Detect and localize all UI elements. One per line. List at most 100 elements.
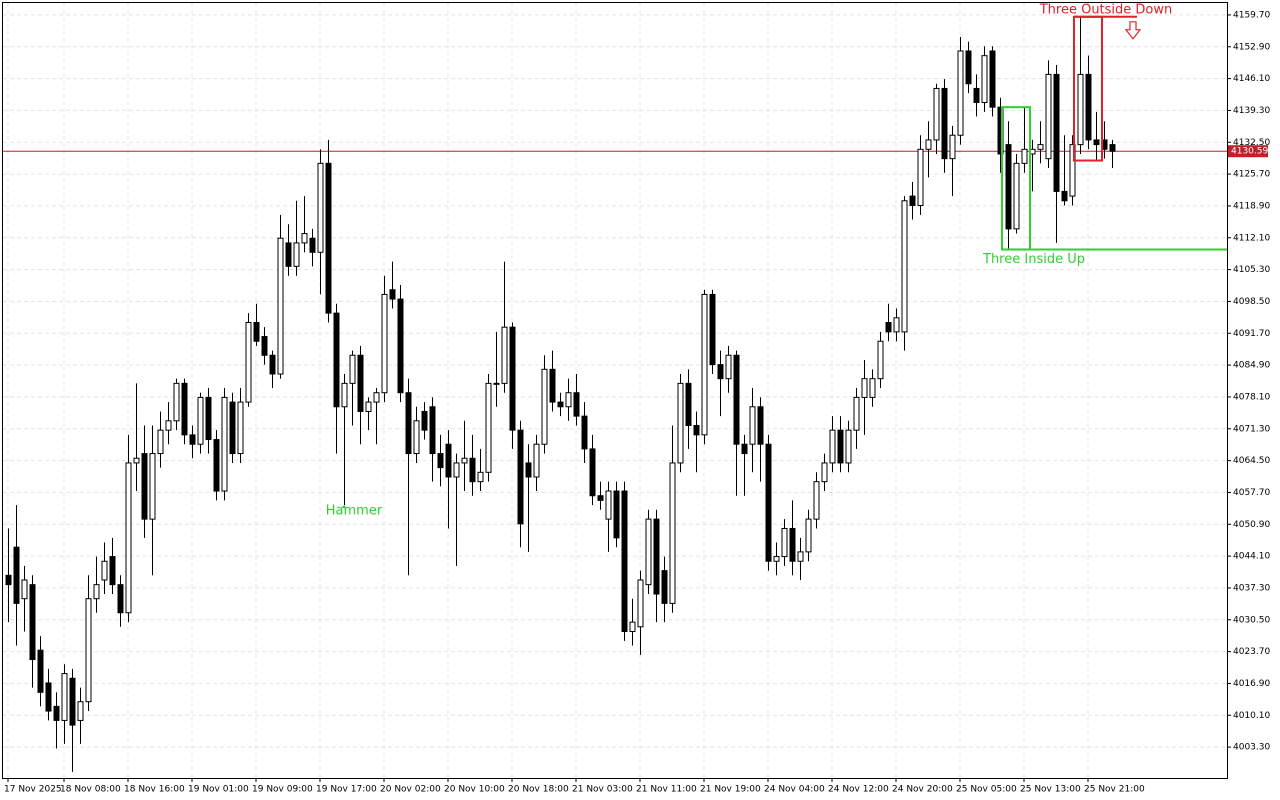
candle-body [1093,139,1100,146]
candle-body [445,443,452,478]
candle-body [605,490,612,520]
candle-body [325,162,332,314]
candle-body [573,392,580,417]
candle-body [957,50,964,136]
candle-body [101,560,108,581]
candle-body [1061,190,1068,202]
last-price-tag [1228,145,1268,158]
candle-body [845,429,852,464]
plot-frame [2,2,1228,779]
candle-body [197,396,204,445]
candle-body [381,293,388,394]
candle-body [885,322,892,333]
candle-body [149,453,156,520]
candle-body [965,50,972,85]
candle-body [469,457,476,483]
candle-body [813,481,820,520]
x-tick-label: 24 Nov 12:00 [828,785,889,795]
candle-body [1109,144,1116,152]
x-tick-label: 20 Nov 10:00 [444,785,505,795]
y-tick-label: 4030.50 [1233,615,1270,625]
candle-body [29,584,36,661]
candle-body [461,457,468,464]
candle-body [653,518,660,595]
candle-body [933,87,940,141]
y-tick-label: 4084.90 [1233,361,1270,371]
candle-body [53,705,60,721]
candle-body [165,420,172,431]
candle-body [429,406,436,455]
candle-body [621,490,628,632]
candle-body [477,471,484,483]
candle-body [1045,73,1052,160]
pattern-arrow [1124,21,1142,40]
candle-body [661,570,668,604]
candle-body [613,490,620,539]
y-tick-label: 4105.30 [1233,265,1270,275]
candle-body [317,162,324,253]
y-tick-label: 4023.70 [1233,647,1270,657]
candle-body [709,293,716,366]
x-tick-label: 25 Nov 21:00 [1084,785,1145,795]
x-tick-label: 18 Nov 08:00 [60,785,121,795]
candle-body [509,326,516,431]
candle-body [645,518,652,586]
pattern-label: Three Inside Up [982,252,1085,267]
candle-body [189,434,196,445]
candle-body [85,598,92,703]
candle-body [517,429,524,525]
pattern-label: Hammer [326,504,383,519]
x-tick-label: 21 Nov 03:00 [572,785,633,795]
y-tick-label: 4159.70 [1233,10,1270,20]
candle-body [125,462,132,614]
candle-body [253,322,260,342]
y-tick-label: 4112.10 [1233,233,1270,243]
candle-body [349,354,356,384]
candle-body [581,415,588,450]
candle-body [1013,162,1020,230]
candle-body [725,354,732,380]
candle-body [901,200,908,333]
candle-body [669,462,676,604]
candle-body [37,649,44,693]
candle-body [837,429,844,464]
candle-body [1077,73,1084,146]
candle-body [869,378,876,398]
candle-body [925,139,932,150]
candle-body [437,453,444,469]
candle-body [173,382,180,422]
candle-body [373,392,380,403]
y-tick-label: 4050.90 [1233,520,1270,530]
y-tick-label: 4118.90 [1233,201,1270,211]
candle-body [69,677,76,726]
candle-body [181,382,188,436]
y-tick-label: 4071.30 [1233,424,1270,434]
x-tick-label: 21 Nov 11:00 [636,785,697,795]
candle-body [821,462,828,483]
candle-body [117,584,124,614]
x-tick-label: 24 Nov 20:00 [892,785,953,795]
candle-body [789,527,796,562]
candle-body [301,233,308,244]
x-tick-label: 17 Nov 2025 [4,785,62,795]
candle-body [309,237,316,253]
candle-body [221,396,228,492]
candle-body [397,298,404,394]
candle-body [485,382,492,473]
candle-body [733,354,740,445]
candle-body [677,382,684,464]
candle-body [357,354,364,412]
y-tick-label: 4016.90 [1233,679,1270,689]
candle-body [701,293,708,436]
x-tick-label: 24 Nov 04:00 [764,785,825,795]
candle-body [21,579,28,600]
candle-body [685,382,692,426]
y-tick-label: 4010.10 [1233,711,1270,721]
candle-body [717,364,724,380]
y-tick-label: 4003.30 [1233,743,1270,753]
y-tick-label: 4139.30 [1233,106,1270,116]
candle-body [909,195,916,206]
candle-body [1053,73,1060,192]
candle-body [877,340,884,380]
candle-body [341,382,348,408]
